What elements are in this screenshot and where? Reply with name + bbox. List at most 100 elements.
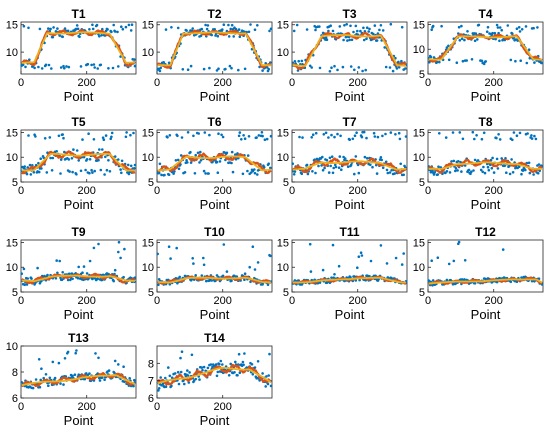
scatter-point [388,66,392,69]
scatter-point [169,257,172,260]
scatter-point [261,372,264,375]
scatter-point [203,131,207,134]
scatter-point [99,168,103,172]
scatter-point [96,67,99,70]
scatter-point [44,373,48,376]
scatter-point [253,168,256,171]
scatter-point [331,29,335,33]
scatter-point [204,172,207,175]
scatter-point [110,131,114,135]
scatter-point [25,172,29,176]
scatter-point [132,384,135,388]
scatter-point [112,23,115,27]
scatter-point [230,23,234,27]
scatter-point [317,164,320,168]
scatter-point [430,28,434,32]
scatter-point [397,66,401,69]
subplot-t7: T7 0 200 5 10 15 Point [277,115,408,212]
scatter-point [322,133,326,136]
scatter-point [353,68,356,72]
scatter-point [537,277,541,281]
plot-title: T5 [71,115,85,129]
yellow-line [292,34,407,67]
scatter-point [311,133,315,136]
scatter-point [133,167,136,170]
scatter-point [454,169,457,173]
scatter-point [368,27,371,31]
scatter-point [328,156,332,160]
scatter-point [113,371,116,375]
scatter-point [267,374,271,377]
scatter-point [123,380,126,384]
scatter-point [346,39,349,42]
scatter-point [217,67,220,70]
x-tick-label: 200 [78,77,96,89]
y-tick-label: 10 [6,262,18,274]
scatter-point [527,161,531,165]
scatter-point [103,378,106,382]
scatter-point [386,171,390,175]
scatter-point [88,259,92,263]
scatter-point [202,169,206,173]
scatter-point [194,153,197,157]
x-tick-label: 0 [425,185,431,197]
scatter-point [445,46,449,49]
scatter-point [450,160,453,163]
scatter-point [40,167,43,170]
scatter-point [487,168,491,172]
scatter-point [68,170,71,173]
scatter-point [120,171,123,175]
scatter-point [45,171,49,174]
y-tick-label: 15 [6,237,18,249]
scatter-point [22,267,26,271]
scatter-point [340,168,343,171]
scatter-point [321,268,325,272]
scatter-point [432,173,436,176]
scatter-point [506,24,510,27]
scatter-point [219,359,223,363]
scatter-point [452,259,456,263]
scatter-point [525,61,529,65]
yellow-line [428,278,543,285]
scatter-point [509,58,513,62]
scatter-point [496,26,500,29]
scatter-point [75,349,78,352]
red-line [156,363,272,386]
scatter-point [353,172,356,176]
scatter-point [133,64,137,68]
scatter-point [242,134,245,137]
scatter-point [49,156,52,160]
scatter-point [119,168,122,171]
scatter-point [349,276,352,279]
scatter-point [204,23,207,27]
scatter-point [120,159,124,163]
y-tick-label: 10 [142,47,154,59]
scatter-point [258,65,261,69]
scatter-point [202,365,206,369]
scatter-point [88,28,91,31]
scatter-point [359,251,363,254]
y-tick-label: 5 [419,69,425,81]
scatter-point [183,171,187,174]
plot-frame [20,345,137,399]
scatter-point [210,33,213,37]
scatter-point [59,382,62,385]
scatter-point [87,132,90,135]
scatter-point [327,171,331,174]
scatter-point [479,168,483,172]
scatter-point [242,363,245,367]
scatter-point [362,26,365,30]
scatter-point [321,168,325,172]
red-line [428,158,543,174]
scatter-point [330,155,334,158]
scatter-point [444,136,448,139]
scatter-point [298,135,301,139]
x-tick-label: 200 [485,185,503,197]
scatter-point [369,259,373,263]
scatter-point [458,39,462,42]
scatter-point [78,35,81,39]
plot-title: T3 [342,7,356,21]
scatter-point [310,136,314,139]
scatter-point [100,34,103,37]
plot-title: T12 [475,225,496,239]
